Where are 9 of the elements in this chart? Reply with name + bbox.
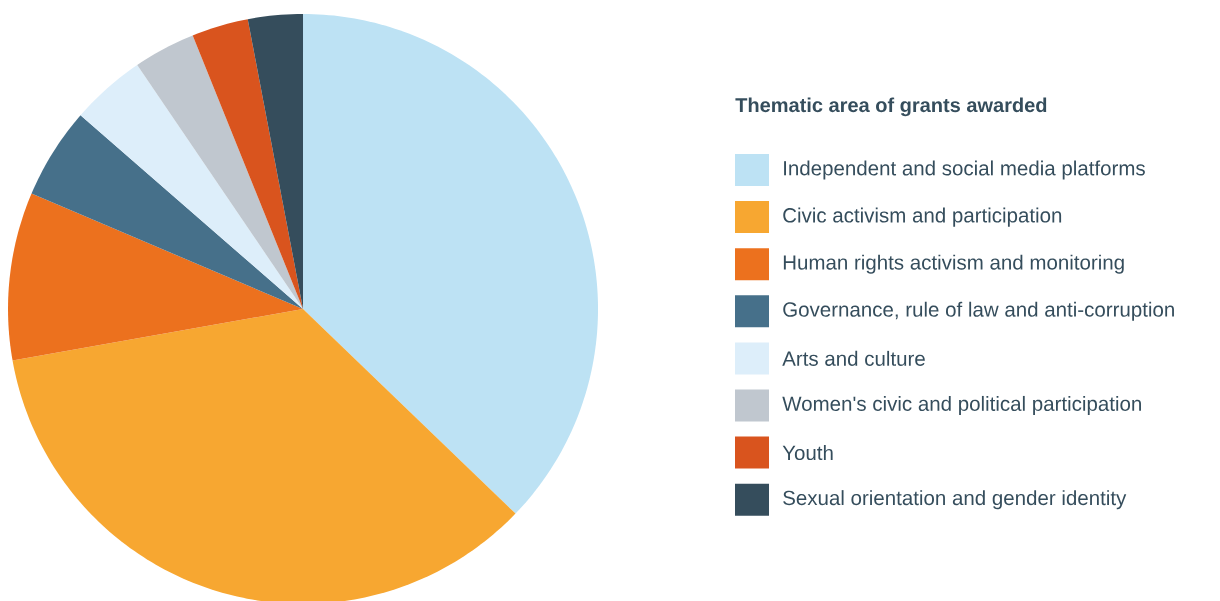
legend-label: Governance, rule of law and anti-corruption — [783, 301, 1174, 321]
legend-label: Women's civic and political participation — [782, 395, 1141, 416]
legend-label: Independent and social media platforms — [784, 160, 1145, 180]
legend-label: Sexual orientation and gender identity — [783, 490, 1127, 510]
legend-label: Youth — [782, 445, 833, 461]
legend-label: Civic activism and participation — [783, 207, 1062, 227]
legend-label: Human rights activism and monitoring — [783, 254, 1124, 274]
legend-title: Thematic area of grants awarded — [735, 97, 1047, 117]
legend-label: Arts and culture — [782, 350, 925, 366]
